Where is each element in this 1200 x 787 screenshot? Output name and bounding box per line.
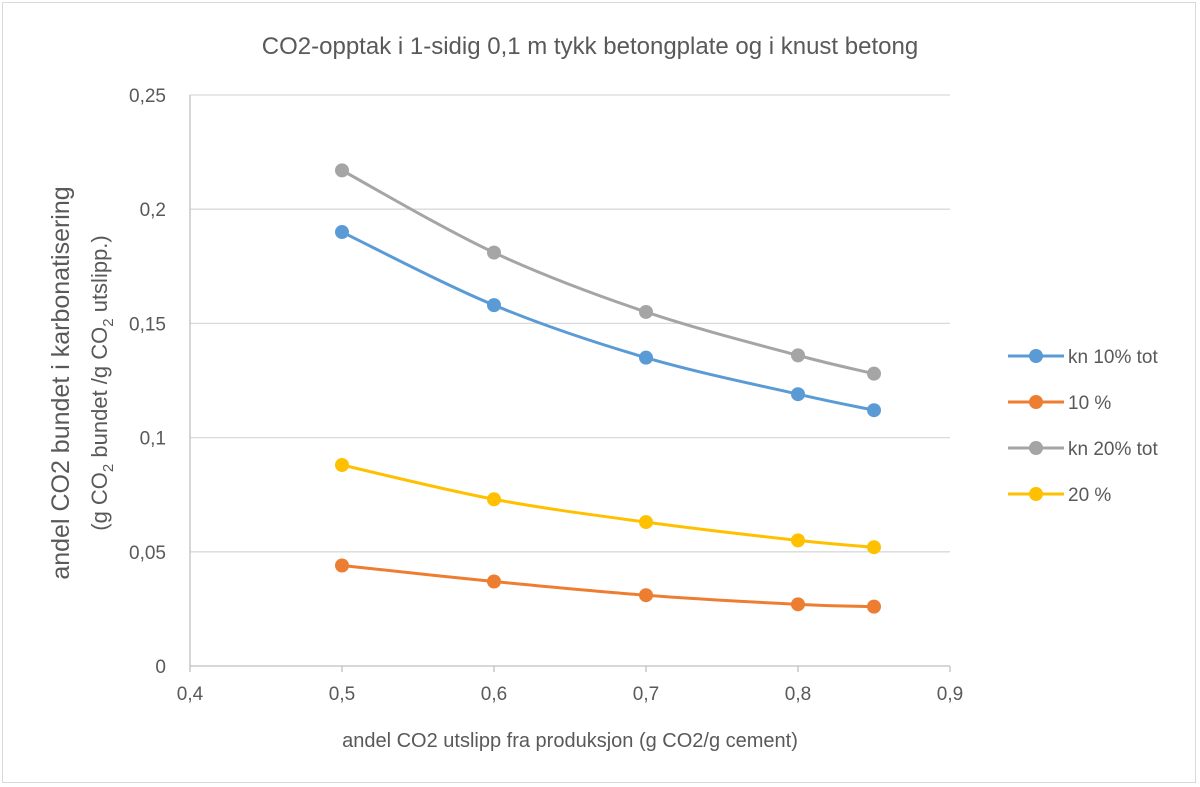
legend-swatch-marker bbox=[1029, 487, 1043, 501]
data-point bbox=[639, 304, 653, 319]
x-tick-label: 0,9 bbox=[937, 684, 963, 705]
y-tick-label: 0,15 bbox=[129, 314, 166, 335]
legend-swatch-marker bbox=[1029, 395, 1043, 409]
y-axis-subtitle: (g CO2 bundet /g CO2 utslipp.) bbox=[87, 235, 117, 531]
y-axis-subtitle-subscript-1: 2 bbox=[100, 464, 117, 472]
y-tick-label: 0,1 bbox=[140, 429, 166, 450]
series-line bbox=[341, 463, 875, 549]
x-tick-label: 0,6 bbox=[481, 684, 507, 705]
y-tick-label: 0,2 bbox=[140, 200, 166, 221]
data-point bbox=[335, 163, 349, 178]
legend-label: 10 % bbox=[1068, 393, 1111, 414]
data-point bbox=[791, 387, 805, 402]
data-point bbox=[487, 245, 501, 260]
y-axis-tick-labels: 0 0,05 0,1 0,15 0,2 0,25 bbox=[129, 86, 166, 678]
data-point bbox=[487, 298, 501, 313]
series-line bbox=[341, 230, 875, 412]
data-point bbox=[867, 366, 881, 381]
data-point bbox=[867, 403, 881, 418]
data-point bbox=[639, 515, 653, 530]
x-axis-title: andel CO2 utslipp fra produksjon (g CO2/… bbox=[342, 730, 798, 752]
axes bbox=[189, 95, 951, 672]
y-tick-label: 0,05 bbox=[129, 543, 166, 564]
legend-swatch-marker bbox=[1029, 349, 1043, 363]
data-point bbox=[867, 599, 881, 614]
series-markers bbox=[335, 163, 881, 614]
y-tick-label: 0,25 bbox=[129, 86, 166, 107]
data-point bbox=[639, 588, 653, 603]
y-axis-subtitle-middle: bundet /g CO bbox=[87, 327, 112, 464]
legend: kn 10% tot 10 % kn 20% tot 20 % bbox=[1008, 347, 1158, 506]
data-point bbox=[487, 574, 501, 589]
data-point bbox=[335, 558, 349, 573]
y-axis-subtitle-close: utslipp.) bbox=[87, 235, 112, 318]
data-point bbox=[639, 350, 653, 365]
data-point bbox=[791, 348, 805, 363]
legend-swatch-marker bbox=[1029, 441, 1043, 455]
legend-label: 20 % bbox=[1068, 485, 1111, 506]
y-axis-title: andel CO2 bundet i karbonatisering bbox=[47, 186, 75, 579]
y-tick-label: 0 bbox=[155, 657, 166, 678]
x-axis-tick-labels: 0,4 0,5 0,6 0,7 0,8 0,9 bbox=[177, 684, 963, 705]
data-point bbox=[335, 458, 349, 473]
gridlines bbox=[190, 94, 950, 553]
data-point bbox=[791, 597, 805, 612]
data-point bbox=[867, 540, 881, 555]
x-tick-label: 0,8 bbox=[785, 684, 811, 705]
legend-label: kn 20% tot bbox=[1068, 439, 1158, 460]
y-axis-subtitle-subscript-2: 2 bbox=[100, 318, 117, 326]
series-line bbox=[341, 564, 875, 609]
data-point bbox=[487, 492, 501, 507]
chart-title: CO2-opptak i 1-sidig 0,1 m tykk betongpl… bbox=[262, 33, 918, 60]
x-tick-label: 0,7 bbox=[633, 684, 659, 705]
x-tick-label: 0,5 bbox=[329, 684, 355, 705]
data-point bbox=[335, 225, 349, 240]
data-point bbox=[791, 533, 805, 548]
x-tick-label: 0,4 bbox=[177, 684, 204, 705]
y-axis-subtitle-open: (g CO bbox=[87, 472, 112, 531]
legend-label: kn 10% tot bbox=[1068, 347, 1158, 368]
